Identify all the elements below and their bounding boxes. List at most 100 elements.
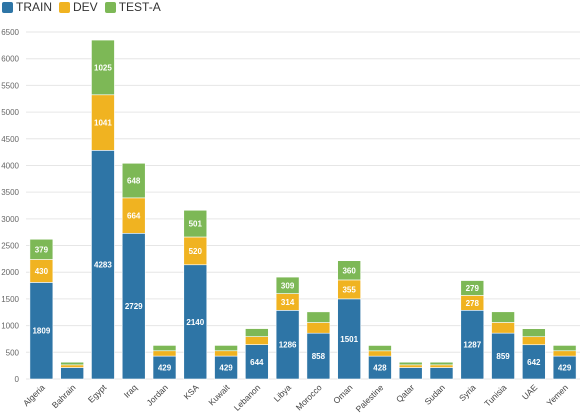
x-category-label: Algeria	[21, 382, 47, 408]
y-axis-tick-labels: 0 500 1000 1500 2000 2500 3000 3500 4000 4500 5000…	[1, 28, 19, 384]
bar-segment-test-a-bahrain	[60, 361, 84, 366]
bar-value-labels: 1809 430 379 4283 1041 1025 2729 664 648 429 2140 5…	[32, 63, 571, 372]
bar-segment-dev-kuwait	[214, 350, 238, 357]
bars	[29, 39, 577, 380]
x-category-label: Yemen	[544, 382, 570, 408]
bar-segment-dev-uae	[522, 336, 546, 346]
y-tick-label: 0	[15, 375, 20, 384]
bar-segment-test-a-qatar	[398, 361, 423, 366]
grid-lines	[26, 31, 580, 380]
legend-swatch-train	[2, 1, 13, 13]
bar-value-label: 314	[281, 298, 295, 307]
legend-item-train: TRAIN	[2, 0, 52, 14]
x-category-label: Oman	[331, 382, 355, 406]
x-category-label: Iraq	[122, 382, 140, 400]
bar-value-label: 355	[342, 285, 356, 294]
bar-value-label: 309	[281, 281, 295, 290]
bar-value-label: 1286	[279, 341, 297, 350]
bar-value-label: 428	[373, 364, 387, 373]
x-category-label: Jordan	[144, 382, 170, 408]
bar-value-label: 642	[527, 358, 541, 367]
bar-value-label: 501	[189, 220, 203, 229]
bar-value-label: 1041	[94, 119, 112, 128]
x-category-label: Kuwait	[206, 382, 232, 408]
bar-segment-test-a-iraq	[121, 162, 146, 199]
y-tick-label: 3000	[1, 215, 19, 224]
bar-segment-test-a-syria	[460, 280, 485, 296]
bar-value-label: 1287	[463, 341, 481, 350]
bar-value-label: 858	[312, 352, 326, 361]
bar-segment-dev-jordan	[152, 350, 177, 357]
bar-value-label: 4283	[94, 261, 112, 270]
x-category-label: KSA	[182, 382, 201, 401]
bar-value-label: 520	[189, 247, 203, 256]
bar-segment-test-a-yemen	[552, 345, 577, 352]
bar-segment-test-a-morocco	[306, 311, 331, 323]
bar-value-label: 360	[342, 266, 356, 275]
legend-swatch-test-a	[104, 1, 116, 13]
bar-value-label: 2140	[186, 318, 204, 327]
y-tick-label: 6500	[1, 28, 19, 37]
bar-value-label: 429	[558, 364, 572, 373]
x-category-label: Palestine	[354, 382, 386, 414]
y-tick-label: 500	[6, 348, 20, 357]
bar-value-label: 429	[219, 364, 233, 373]
bar-segment-dev-tunisia	[491, 322, 515, 334]
y-tick-label: 2000	[1, 268, 19, 277]
bar-segment-test-a-oman	[337, 260, 361, 281]
bar-segment-test-a-uae	[522, 328, 546, 338]
y-tick-label: 5000	[1, 108, 19, 117]
bar-segment-test-a-tunisia	[491, 311, 515, 323]
bar-segment-test-a-kuwait	[214, 345, 238, 352]
bar-value-label: 664	[127, 212, 141, 221]
bar-value-label: 278	[466, 299, 480, 308]
legend-item-dev: DEV	[59, 0, 98, 14]
bar-segment-test-a-sudan	[429, 361, 454, 366]
x-category-label: Qatar	[394, 382, 416, 404]
x-category-label: Libya	[272, 382, 294, 404]
x-category-label: Morocco	[294, 382, 324, 412]
y-tick-label: 3500	[1, 188, 19, 197]
bar-segment-train-sudan	[429, 367, 454, 380]
bar-value-label: 429	[158, 364, 172, 373]
x-category-label: Tunisia	[482, 382, 508, 408]
y-tick-label: 4000	[1, 161, 19, 170]
bar-value-label: 430	[35, 267, 49, 276]
bar-segment-test-a-palestine	[368, 345, 392, 352]
bar-segment-test-a-libya	[275, 276, 300, 294]
x-category-label: Lebanon	[232, 382, 263, 413]
legend-item-test-a: TEST-A	[104, 0, 161, 14]
bar-segment-dev-bahrain	[60, 364, 84, 368]
bar-value-label: 859	[496, 352, 510, 361]
bar-value-label: 2729	[125, 302, 143, 311]
y-tick-label: 6000	[1, 55, 19, 64]
bar-segment-train-bahrain	[60, 367, 84, 380]
x-category-label: UAE	[520, 382, 540, 402]
bar-segment-train-qatar	[398, 367, 423, 380]
legend: TRAIN DEV TEST-A	[2, 0, 168, 14]
x-category-label: Syria	[457, 382, 478, 403]
y-tick-label: 5500	[1, 81, 19, 90]
x-category-label: Sudan	[422, 382, 447, 407]
bar-value-label: 648	[127, 177, 141, 186]
legend-label-test-a: TEST-A	[118, 0, 161, 14]
x-category-label: Bahrain	[50, 382, 78, 410]
y-tick-label: 1500	[1, 295, 19, 304]
bar-segment-dev-qatar	[398, 364, 423, 368]
bar-value-label: 379	[35, 245, 49, 254]
bar-segment-test-a-algeria	[29, 238, 54, 260]
bar-segment-test-a-egypt	[91, 39, 115, 96]
x-axis-category-labels: Algeria Bahrain Egypt Iraq Jordan KSA Kuwait Le…	[21, 382, 570, 414]
bar-segment-dev-palestine	[368, 350, 392, 357]
y-tick-label: 2500	[1, 242, 19, 251]
bar-value-label: 279	[466, 284, 480, 293]
bar-value-label: 1809	[32, 327, 50, 336]
legend-swatch-dev	[59, 1, 70, 13]
bar-segment-dev-yemen	[552, 350, 577, 357]
bar-segment-test-a-ksa	[183, 209, 208, 238]
bar-segment-dev-lebanon	[245, 336, 269, 345]
bar-segment-test-a-jordan	[152, 345, 177, 352]
x-category-label: Egypt	[86, 382, 109, 405]
bar-value-label: 1025	[94, 63, 112, 72]
